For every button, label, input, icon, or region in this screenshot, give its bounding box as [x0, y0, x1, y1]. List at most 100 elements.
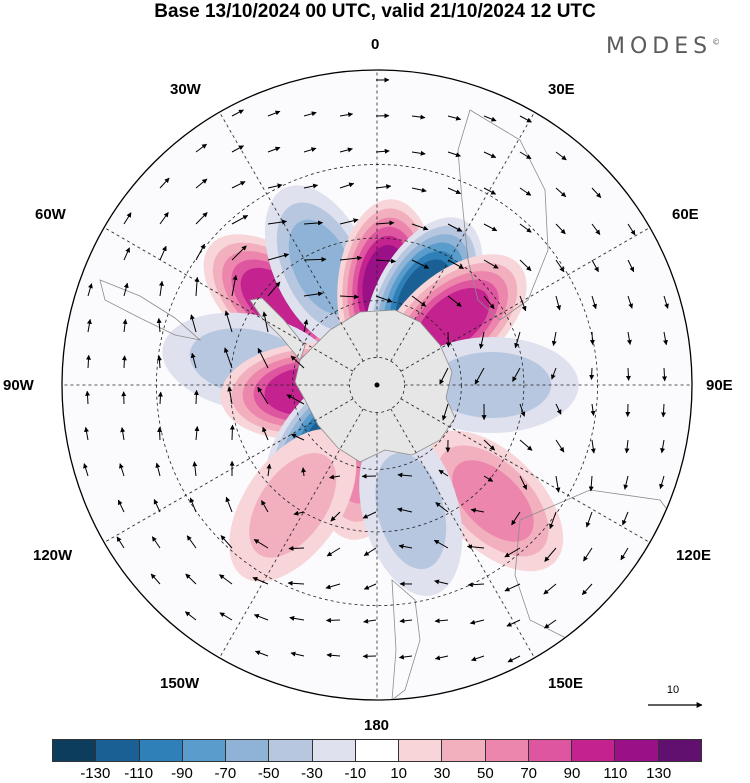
wind-vector-arrow: [231, 274, 238, 297]
wind-vector-arrow: [194, 276, 200, 297]
colorbar-swatch: [269, 740, 313, 761]
wind-vector-arrow: [257, 347, 269, 369]
wind-vector-arrow: [119, 463, 125, 477]
wind-vector-arrow: [590, 439, 596, 454]
latitude-circle: [292, 300, 462, 470]
reference-vector: 10: [648, 684, 703, 708]
wind-vector-arrow: [257, 386, 269, 405]
wind-vector-arrow: [84, 426, 89, 441]
wind-vector-arrow: [303, 220, 324, 226]
wind-vector-arrow: [627, 295, 634, 309]
wind-vector-arrow: [397, 472, 413, 478]
colorbar-tick-label: -10: [344, 765, 367, 782]
lon-label-0: 0: [371, 36, 380, 53]
wind-vector-arrow: [588, 475, 594, 492]
wind-vector-arrow: [506, 619, 521, 627]
latitude-circle: [156, 164, 598, 606]
colorbar-tick-label: -110: [124, 765, 154, 782]
wind-vector-arrow: [157, 391, 163, 405]
wind-vector-arrow: [411, 187, 427, 193]
wind-vector-arrow: [227, 386, 233, 405]
colorbar-swatch: [96, 740, 140, 761]
wind-vector-arrow: [483, 223, 498, 232]
lon-label-90e: 90E: [706, 377, 733, 394]
wind-vector-arrow: [339, 112, 354, 118]
wind-vector-arrow: [253, 539, 269, 549]
wind-vector-arrow: [555, 295, 561, 311]
wind-vector-arrow: [116, 536, 125, 549]
wind-vector-arrow: [325, 583, 341, 590]
wind-vector-arrow: [544, 547, 557, 562]
wind-vector-arrow: [411, 150, 426, 156]
wind-vector-arrow: [622, 511, 629, 526]
colorbar-swatch: [658, 740, 701, 761]
wind-vector-arrow: [478, 331, 485, 349]
colorbar-tick-label: -130: [80, 765, 111, 782]
graticule: [62, 70, 692, 700]
wind-vector-arrow: [398, 544, 413, 549]
colorbar-tick-label: 90: [563, 765, 581, 782]
wind-vector-arrow: [519, 439, 533, 451]
wind-vector-arrow: [303, 147, 317, 153]
wind-vector-arrow: [544, 619, 557, 629]
wind-vector-arrow: [471, 655, 485, 662]
lon-label-120w: 120W: [33, 547, 73, 564]
wind-vector-arrow: [550, 367, 557, 380]
colorbar-swatch: [572, 740, 616, 761]
wind-vector-arrow: [194, 425, 200, 441]
wind-vector-arrow: [289, 615, 305, 621]
wind-vector-arrow: [290, 433, 305, 441]
wind-vector-arrow: [469, 619, 485, 625]
wind-vector-arrow: [519, 187, 532, 196]
wind-vector-arrow: [231, 215, 249, 225]
wind-vector-arrow: [555, 475, 561, 493]
wind-vector-arrow: [219, 612, 233, 621]
wind-vector-arrow: [229, 424, 235, 441]
wind-vector-arrow: [543, 583, 557, 595]
wind-vectors: [83, 77, 669, 663]
wind-vector-arrow: [339, 182, 355, 189]
wind-vector-arrow: [447, 295, 462, 307]
colorbar-swatch: [312, 740, 356, 761]
wind-vector-arrow: [121, 355, 127, 369]
wind-vector-arrow: [483, 475, 494, 482]
wind-vector-arrow: [375, 148, 390, 154]
wind-vector-arrow: [447, 115, 462, 121]
colorbar-swatch: [226, 740, 270, 761]
lon-label-30e: 30E: [548, 81, 575, 98]
wind-vector-arrow: [267, 253, 290, 261]
lon-label-60e: 60E: [672, 206, 699, 223]
wind-vector-arrow: [156, 355, 162, 369]
wind-vector-arrow: [591, 259, 599, 273]
wind-vector-arrow: [262, 311, 269, 333]
wind-vector-arrow: [411, 259, 430, 269]
wind-vector-arrow: [435, 502, 449, 513]
wind-vector-arrow: [123, 247, 130, 261]
wind-vector-arrow: [225, 496, 233, 513]
wind-vector-arrow: [591, 187, 602, 198]
lon-label-30w: 30W: [170, 81, 201, 98]
wind-vector-arrow: [190, 352, 197, 369]
wind-vector-arrow: [267, 219, 288, 225]
wind-vector-arrow: [186, 535, 197, 549]
colorbar-swatch: [139, 740, 183, 761]
latitude-circle: [229, 237, 525, 533]
wind-vector-arrow: [293, 510, 305, 516]
colorbar-swatch: [182, 740, 227, 761]
colorbar-tick-label: 110: [603, 765, 628, 782]
wind-vector-arrow: [85, 354, 91, 369]
wind-vector-arrow: [375, 220, 395, 226]
wind-vector-arrow: [659, 475, 665, 490]
wind-vector-arrow: [159, 245, 167, 261]
wind-vector-arrow: [290, 651, 305, 657]
colorbar-swatch: [615, 740, 659, 761]
lon-label-60w: 60W: [35, 206, 66, 223]
wind-vector-arrow: [519, 151, 532, 160]
wind-vector-arrow: [583, 547, 593, 562]
wind-vector-arrow: [339, 147, 353, 153]
wind-vector-arrow: [661, 403, 667, 418]
map-border: [61, 69, 693, 701]
wind-vector-arrow: [512, 367, 521, 382]
colorbar-swatch: [442, 740, 486, 761]
wind-vector-arrow: [267, 110, 281, 117]
